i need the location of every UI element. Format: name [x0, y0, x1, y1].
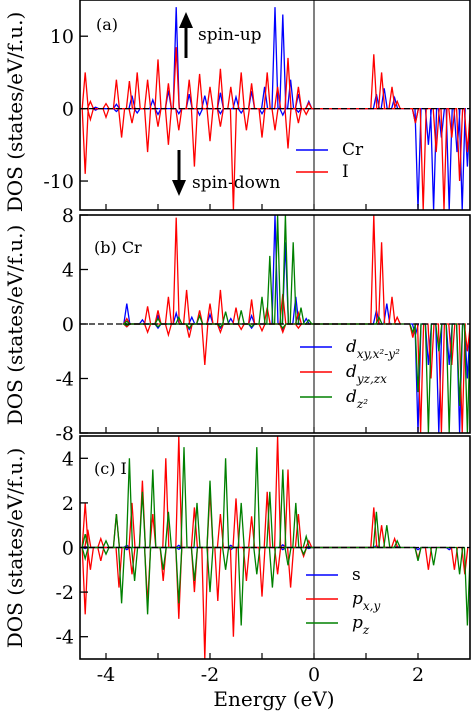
y-tick-label-0-1: 0 — [62, 99, 74, 121]
series-line-2-1-down — [81, 546, 469, 659]
y-tick-label-1-3: 4 — [62, 260, 74, 282]
spin-up-label: spin-up — [198, 25, 262, 45]
legend-label-0-0: Cr — [342, 140, 364, 160]
x-tick-label-1: -2 — [201, 664, 220, 686]
y-tick-label-1-1: -4 — [55, 369, 74, 391]
plot-frame-0 — [79, 0, 471, 211]
y-tick-label-2-4: 4 — [62, 448, 74, 470]
y-tick-label-1-2: 0 — [62, 314, 74, 336]
legend-label-2-2: pz — [352, 613, 370, 637]
legend-label-1-0: dxy,x²-y² — [346, 337, 400, 361]
panel-a: (a) spin-up spin-down -10 0 10 CrI — [43, 0, 471, 211]
y-axis-label-c: DOS (states/eV/f.u.) — [3, 448, 27, 649]
series-line-1-0-up — [123, 215, 391, 325]
series-group-2 — [81, 436, 470, 659]
y-tick-label-0-2: 10 — [50, 26, 74, 48]
y-axis-label-a: DOS (states/eV/f.u.) — [3, 12, 27, 213]
y-tick-label-2-1: -2 — [55, 582, 74, 604]
x-tick-label-2: 0 — [308, 664, 320, 686]
series-line-0-1-up — [81, 47, 401, 110]
x-tick-label-3: 2 — [412, 664, 424, 686]
series-line-1-1-up — [122, 215, 401, 325]
y-tick-label-2-0: -4 — [55, 627, 74, 649]
y-tick-label-2-2: 0 — [62, 538, 74, 560]
spin-up-annotation: spin-up — [179, 12, 262, 58]
panel-b-label: (b) Cr — [94, 238, 142, 257]
series-line-0-1-down — [81, 107, 470, 210]
panel-c: (c) I -4 -2 0 2 4 -4 -2 0 2 s px,ypz — [55, 435, 471, 686]
x-tick-label-0: -4 — [97, 664, 116, 686]
x-axis-label: Energy (eV) — [213, 687, 334, 711]
panel-c-label: (c) I — [94, 459, 127, 478]
y-axis-label-b: DOS (states/eV/f.u.) — [3, 225, 27, 426]
y-tick-label-1-4: 8 — [62, 205, 74, 227]
legend-label-2-1: px,y — [352, 589, 380, 613]
legend-label-1-2: dz² — [346, 387, 368, 411]
legend-label-2-0: s — [352, 565, 361, 585]
y-tick-label-0-0: -10 — [43, 171, 74, 193]
legend-label-0-1: I — [342, 162, 349, 182]
panel-a-label: (a) — [96, 15, 118, 34]
spin-down-label: spin-down — [192, 173, 280, 193]
legend-label-1-1: dyz,zx — [346, 362, 387, 386]
y-tick-label-2-3: 2 — [62, 493, 74, 515]
spin-down-annotation: spin-down — [172, 150, 280, 196]
y-tick-label-1-0: -8 — [55, 423, 74, 445]
